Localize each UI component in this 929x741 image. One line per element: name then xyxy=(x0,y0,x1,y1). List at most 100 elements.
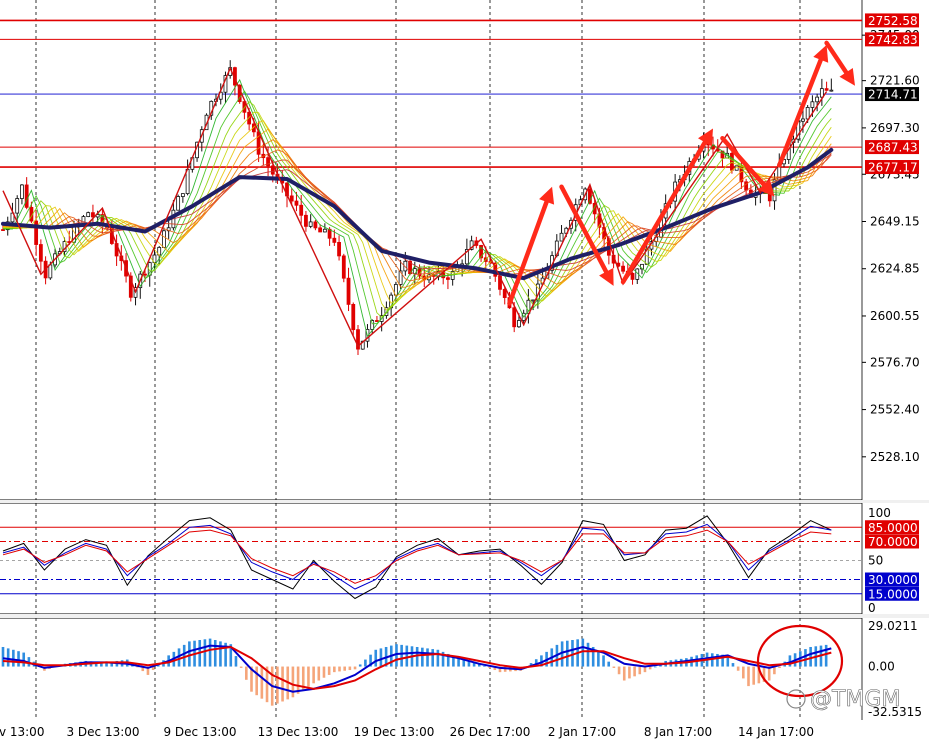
y-tick-label: 2576.70 xyxy=(870,355,920,369)
macd-histogram-bar xyxy=(477,663,481,667)
trend-arrow-shaft xyxy=(507,199,549,306)
candle-body xyxy=(180,193,185,197)
candle-body xyxy=(1,229,5,231)
oscillator-tick-label: 0 xyxy=(868,601,876,615)
candle-body xyxy=(512,307,517,328)
candle-body xyxy=(322,228,327,233)
candle-body xyxy=(176,196,181,211)
macd-histogram-bar xyxy=(94,661,98,667)
candle-body xyxy=(621,265,625,272)
candle-body xyxy=(143,273,147,276)
macd-histogram-bar xyxy=(581,638,585,667)
macd-histogram-bar xyxy=(22,652,26,667)
candle-body xyxy=(370,320,375,330)
macd-histogram-bar xyxy=(358,664,362,667)
candle-body xyxy=(815,96,820,103)
oscillator-tick-label: 50 xyxy=(868,554,883,568)
macd-tick-label: 0.00 xyxy=(868,660,895,674)
candle-body xyxy=(247,111,252,125)
horizontal-lines-layer[interactable] xyxy=(0,19,862,168)
zigzag-line xyxy=(2,66,828,348)
price-tag-label: 15.0000 xyxy=(868,587,918,601)
y-tick-label: 2552.40 xyxy=(870,403,920,417)
macd-histogram-bar xyxy=(105,662,108,667)
macd-histogram-bar xyxy=(281,666,284,702)
candle-body xyxy=(805,107,810,120)
candle-body xyxy=(824,88,829,91)
panel-gap xyxy=(0,500,929,503)
candle-body xyxy=(356,329,360,350)
macd-histogram-bar xyxy=(472,662,476,667)
macd-histogram-bar xyxy=(742,666,745,679)
candle-body xyxy=(464,249,469,265)
panel-gap xyxy=(0,614,929,618)
price-tag-box xyxy=(865,32,919,47)
macd-histogram-bar xyxy=(296,666,300,694)
price-level-tag: 2752.58 xyxy=(865,13,919,28)
moving-average-line xyxy=(1,147,834,281)
macd-histogram-bar xyxy=(364,659,367,667)
macd-histogram-bar xyxy=(809,646,812,667)
x-tick-label: 26 Dec 17:00 xyxy=(450,725,531,739)
ribbon-line xyxy=(2,90,832,325)
macd-layer xyxy=(1,638,832,706)
x-tick-label: 19 Dec 13:00 xyxy=(354,725,435,739)
ribbon-line xyxy=(2,78,832,338)
macd-histogram-bar xyxy=(12,649,15,667)
price-tag-box xyxy=(865,586,919,601)
macd-histogram-bar xyxy=(224,642,227,667)
macd-histogram-bar xyxy=(338,666,341,672)
trend-arrow-head xyxy=(698,128,713,147)
macd-histogram-bar xyxy=(291,666,295,698)
price-tag-label: 2687.43 xyxy=(868,141,918,155)
signal-line xyxy=(2,645,832,690)
macd-histogram-bar xyxy=(597,651,600,667)
candle-body xyxy=(86,212,91,217)
macd-histogram-bar xyxy=(648,666,652,670)
macd-histogram-bar xyxy=(452,656,455,667)
macd-histogram-bar xyxy=(255,666,258,696)
candle-body xyxy=(479,245,483,259)
ribbon-line xyxy=(2,101,832,318)
macd-histogram-bar xyxy=(395,644,398,667)
price-tag-label: 2742.83 xyxy=(868,33,918,47)
macd-histogram-bar xyxy=(747,666,750,687)
candle-body xyxy=(15,198,20,214)
macd-histogram-bar xyxy=(157,665,160,667)
oscillator-level-tag: 15.0000 xyxy=(865,586,919,601)
oscillator-line xyxy=(2,515,832,600)
macd-histogram-bar xyxy=(622,666,626,681)
macd-histogram-bar xyxy=(301,666,305,691)
candle-body xyxy=(266,157,270,167)
trend-arrow-head xyxy=(757,179,775,197)
axis-labels-layer: 2745.002721.602697.302673.452649.152624.… xyxy=(0,28,922,739)
macd-histogram-bar xyxy=(431,649,434,667)
macd-histogram-bar xyxy=(203,639,207,667)
macd-histogram-bar xyxy=(654,666,657,668)
candle-body xyxy=(304,214,308,227)
macd-histogram-bar xyxy=(369,654,372,667)
moving-average-layer xyxy=(1,147,834,281)
price-tag-label: 2714.71 xyxy=(868,88,918,102)
macd-histogram-bar xyxy=(736,666,740,671)
macd-histogram-bar xyxy=(483,665,486,667)
price-tag-box xyxy=(865,140,919,155)
y-tick-label: 2528.10 xyxy=(870,450,920,464)
watermark-text: @TMGM xyxy=(810,687,900,712)
macd-histogram-bar xyxy=(591,646,595,667)
candle-body xyxy=(162,230,166,248)
y-tick-label: 2721.60 xyxy=(870,74,920,88)
macd-histogram-bar xyxy=(213,640,217,667)
candle-body xyxy=(341,255,346,279)
ribbon-line xyxy=(2,111,832,311)
trend-arrow-shaft xyxy=(777,57,824,168)
ribbon-line xyxy=(2,149,832,282)
macd-histogram-bar xyxy=(804,649,807,667)
oscillator-level-tag: 70.0000 xyxy=(865,534,919,549)
macd-histogram-bar xyxy=(602,655,605,667)
macd-histogram-bar xyxy=(348,666,352,671)
candle-body xyxy=(502,288,507,298)
macd-histogram-bar xyxy=(265,666,269,703)
macd-histogram-bar xyxy=(421,647,424,667)
candle-body xyxy=(592,202,597,215)
